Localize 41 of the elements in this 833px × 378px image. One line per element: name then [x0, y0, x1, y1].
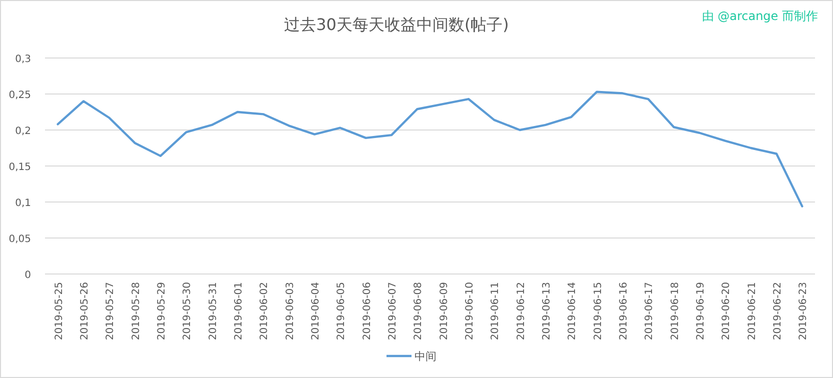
x-tick-label: 2019-05-29	[156, 282, 168, 340]
x-tick-label: 2019-05-28	[130, 282, 142, 340]
x-tick-label: 2019-06-17	[644, 282, 656, 340]
y-tick-label: 0,15	[8, 162, 31, 173]
x-tick-label: 2019-06-19	[696, 282, 706, 340]
y-tick-label: 0,25	[8, 90, 31, 101]
x-tick-label: 2019-06-07	[388, 282, 398, 340]
x-tick-label: 2019-05-25	[54, 282, 65, 340]
x-tick-label: 2019-06-21	[746, 282, 758, 340]
x-tick-label: 2019-06-23	[798, 282, 810, 340]
x-tick-label: 2019-06-05	[336, 282, 348, 340]
y-tick-label: 0,2	[15, 126, 31, 137]
x-tick-label: 2019-06-13	[542, 282, 552, 340]
chart-title: 过去30天每天收益中间数(帖子)	[284, 15, 509, 34]
x-tick-label: 2019-06-22	[772, 282, 784, 340]
y-tick-label: 0,1	[15, 198, 31, 209]
x-tick-label: 2019-06-20	[721, 282, 732, 340]
y-tick-label: 0,3	[15, 54, 31, 65]
x-tick-label: 2019-06-08	[413, 282, 424, 340]
x-tick-label: 2019-06-16	[618, 282, 630, 340]
x-tick-label: 2019-06-12	[516, 282, 527, 340]
x-tick-label: 2019-06-10	[464, 282, 476, 340]
x-tick-label: 2019-06-18	[670, 282, 681, 340]
x-tick-label: 2019-06-14	[567, 282, 578, 340]
x-tick-label: 2019-05-26	[80, 282, 90, 340]
x-tick-label: 2019-06-15	[592, 282, 604, 340]
legend-label: 中间	[414, 350, 436, 363]
x-tick-label: 2019-06-06	[362, 282, 373, 340]
x-tick-label: 2019-06-09	[438, 282, 450, 340]
line-series	[56, 90, 804, 208]
x-tick-label: 2019-05-30	[182, 282, 194, 340]
text: 由 @arcange 而制作	[702, 9, 818, 23]
x-tick-label: 2019-06-01	[234, 282, 244, 340]
x-tick-label: 2019-06-02	[259, 282, 270, 340]
x-tick-label: 2019-06-11	[490, 282, 502, 340]
y-tick-label: 0	[24, 270, 31, 281]
x-tick-label: 2019-06-04	[310, 282, 322, 340]
x-tick-label: 2019-06-03	[284, 282, 296, 340]
y-tick-label: 0,05	[8, 234, 31, 245]
x-tick-label: 2019-05-27	[105, 282, 116, 340]
x-tick-label: 2019-05-31	[208, 282, 219, 340]
